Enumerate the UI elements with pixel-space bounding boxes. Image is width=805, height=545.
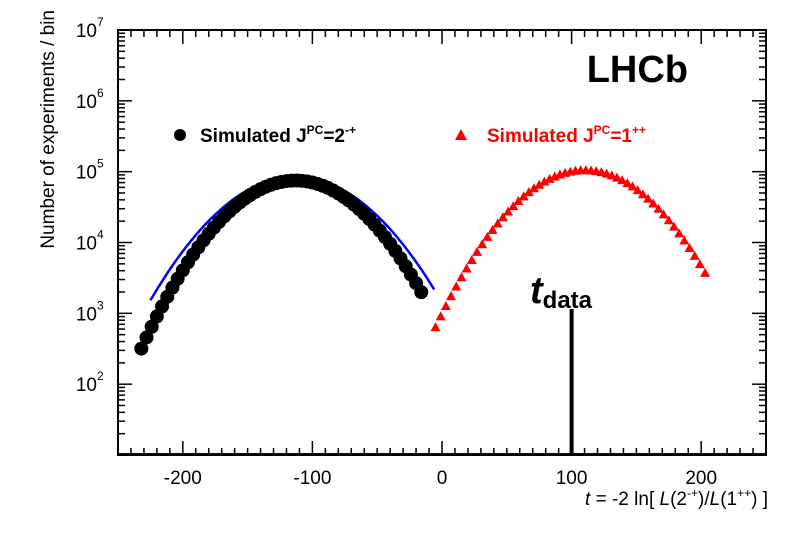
lhcb-logo: LHCb <box>587 49 688 91</box>
data-point <box>658 209 669 219</box>
data-point <box>663 215 674 225</box>
data-point <box>513 196 524 206</box>
data-point <box>134 341 149 356</box>
axis-ticks <box>117 30 767 456</box>
x-tick-label: 0 <box>437 468 448 489</box>
data-point <box>482 231 493 241</box>
data-point <box>508 201 519 211</box>
data-point <box>446 291 457 301</box>
data-point <box>529 183 540 193</box>
data-point <box>487 224 498 234</box>
y-tick-label: 10 <box>76 304 97 325</box>
data-point <box>700 267 711 277</box>
data-point <box>617 175 628 185</box>
data-point <box>440 301 451 311</box>
data-point <box>435 311 446 321</box>
x-tick-label: 200 <box>685 468 717 489</box>
x-tick-labels: -200 -100 0 100 200 <box>164 468 717 489</box>
x-tick-label: 100 <box>556 468 588 489</box>
data-point <box>477 239 488 249</box>
y-tick-exponent: 6 <box>97 86 104 100</box>
data-point <box>492 218 503 228</box>
data-point <box>694 259 705 269</box>
y-tick-exponent: 2 <box>97 369 104 383</box>
series-1pp <box>430 165 711 332</box>
data-point <box>648 198 659 208</box>
data-point <box>622 178 633 188</box>
data-point <box>653 203 664 213</box>
y-tick-label: 10 <box>76 375 97 396</box>
y-tick-label: 10 <box>76 92 97 113</box>
data-point <box>544 173 555 183</box>
t-data-label: tdata <box>530 270 593 314</box>
y-tick-label: 10 <box>76 163 97 184</box>
legend-label-1pp: Simulated JPC=1++ <box>487 123 646 147</box>
legend-marker-triangle <box>455 129 467 140</box>
data-point <box>643 193 654 203</box>
data-point <box>689 250 700 260</box>
data-point <box>503 206 514 216</box>
data-point <box>518 191 529 201</box>
data-point <box>414 285 429 300</box>
y-axis-title: Number of experiments / bin <box>38 10 59 249</box>
y-tick-exponent: 3 <box>97 298 104 312</box>
y-tick-label: 10 <box>76 21 97 42</box>
legend-label-2mp: Simulated JPC=2-+ <box>200 123 356 147</box>
data-point <box>627 181 638 191</box>
data-point <box>456 272 467 282</box>
data-point <box>668 221 679 231</box>
data-point <box>139 330 154 345</box>
data-point <box>539 176 550 186</box>
x-axis-title: t = -2 ln[ L(2-+)/L(1++) ] <box>585 486 768 510</box>
data-point <box>430 322 441 332</box>
series-2mp <box>134 173 429 356</box>
data-point <box>461 263 472 273</box>
data-point <box>611 172 622 182</box>
data-point <box>679 235 690 245</box>
y-tick-exponent: 7 <box>97 15 104 29</box>
data-point <box>471 246 482 256</box>
data-point <box>684 243 695 253</box>
data-point <box>534 179 545 189</box>
y-tick-exponent: 5 <box>97 157 104 171</box>
data-point <box>497 212 508 222</box>
data-point <box>144 319 159 334</box>
legend: Simulated JPC=2-+ Simulated JPC=1++ <box>174 123 646 147</box>
data-point <box>632 185 643 195</box>
x-tick-label: -100 <box>293 468 331 489</box>
data-point <box>637 189 648 199</box>
legend-marker-circle <box>174 129 186 141</box>
data-point <box>466 254 477 264</box>
y-tick-exponent: 4 <box>97 228 104 242</box>
data-point <box>606 170 617 180</box>
y-tick-label: 10 <box>76 234 97 255</box>
data-point <box>674 228 685 238</box>
data-point <box>523 187 534 197</box>
data-point <box>451 281 462 291</box>
x-tick-label: -200 <box>164 468 202 489</box>
